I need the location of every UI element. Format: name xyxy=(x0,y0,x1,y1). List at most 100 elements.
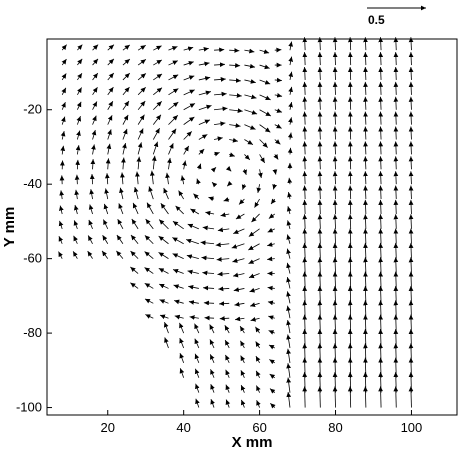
velocity-vector xyxy=(347,111,353,125)
velocity-vector xyxy=(104,173,110,185)
velocity-vector xyxy=(287,147,293,155)
velocity-vector xyxy=(187,269,199,275)
velocity-vector xyxy=(158,251,169,259)
velocity-vector xyxy=(209,339,215,349)
velocity-vector xyxy=(363,185,368,200)
velocity-vector xyxy=(267,242,275,247)
velocity-vector xyxy=(332,214,338,229)
velocity-vector xyxy=(234,301,245,307)
velocity-vector xyxy=(378,141,384,155)
velocity-vector xyxy=(332,185,338,200)
velocity-vector xyxy=(363,214,368,229)
velocity-vector xyxy=(198,134,208,140)
velocity-vector xyxy=(168,74,179,81)
velocity-vector xyxy=(286,377,292,393)
velocity-vector xyxy=(168,128,177,140)
x-tick-label: 80 xyxy=(328,420,342,435)
velocity-vector xyxy=(77,87,82,96)
velocity-vector xyxy=(104,188,109,200)
velocity-vector xyxy=(235,213,245,220)
velocity-vector xyxy=(73,204,79,215)
velocity-vector xyxy=(244,139,254,145)
velocity-vector xyxy=(363,386,368,408)
velocity-vector xyxy=(408,66,414,80)
velocity-vector xyxy=(202,270,215,276)
velocity-vector xyxy=(363,199,368,214)
velocity-vector xyxy=(393,257,399,274)
velocity-vector xyxy=(270,198,276,205)
velocity-vector xyxy=(144,251,154,259)
velocity-vector xyxy=(183,75,195,81)
velocity-vector xyxy=(286,248,291,259)
velocity-vector xyxy=(332,52,338,66)
velocity-vector xyxy=(183,131,193,140)
velocity-vector xyxy=(286,305,291,319)
velocity-vector xyxy=(363,81,368,95)
velocity-vector xyxy=(167,157,172,170)
velocity-vector xyxy=(202,225,215,231)
velocity-vector xyxy=(347,214,353,229)
velocity-vector xyxy=(347,242,353,259)
y-tick-label: -80 xyxy=(23,325,42,340)
velocity-vector xyxy=(198,90,211,96)
velocity-vector xyxy=(235,316,245,322)
velocity-vector xyxy=(187,223,200,230)
velocity-vector xyxy=(210,384,215,393)
velocity-vector xyxy=(408,242,414,259)
velocity-vector xyxy=(60,131,66,140)
velocity-vector xyxy=(269,388,276,394)
velocity-vector xyxy=(250,316,260,322)
velocity-vector xyxy=(198,119,211,125)
velocity-vector xyxy=(163,322,169,334)
velocity-vector xyxy=(378,257,384,274)
velocity-vector xyxy=(179,353,185,364)
velocity-vector xyxy=(238,198,245,205)
velocity-vector xyxy=(159,299,169,304)
velocity-vector xyxy=(76,116,82,125)
velocity-vector xyxy=(91,144,96,155)
velocity-vector xyxy=(92,44,99,51)
velocity-vector xyxy=(119,187,124,200)
velocity-vector xyxy=(347,199,353,214)
velocity-vector xyxy=(363,111,368,125)
velocity-vector xyxy=(158,267,169,274)
velocity-vector xyxy=(61,73,67,81)
velocity-vector xyxy=(272,169,278,175)
y-ticks: -20 -40 -60 -80 -100 xyxy=(16,102,52,415)
velocity-vector xyxy=(347,228,353,244)
velocity-vector xyxy=(273,154,279,160)
velocity-vector xyxy=(267,300,275,306)
velocity-vector xyxy=(332,386,338,408)
velocity-vector xyxy=(302,171,308,185)
velocity-vector xyxy=(249,302,260,308)
velocity-vector xyxy=(120,172,125,185)
velocity-vector xyxy=(179,337,185,349)
velocity-vector xyxy=(251,213,260,223)
velocity-vector xyxy=(137,142,143,155)
velocity-vector xyxy=(288,86,293,95)
velocity-vector xyxy=(182,160,187,170)
y-tick-label: -60 xyxy=(23,251,42,266)
velocity-vector xyxy=(268,330,275,335)
velocity-vector xyxy=(286,348,291,363)
velocity-vector xyxy=(122,128,128,140)
velocity-vector xyxy=(408,214,414,229)
velocity-vector xyxy=(224,339,230,349)
velocity-vector xyxy=(332,257,338,274)
velocity-vector xyxy=(118,203,124,215)
velocity-vector xyxy=(256,400,261,408)
velocity-vector xyxy=(165,172,170,185)
velocity-vector xyxy=(240,355,246,364)
velocity-vector xyxy=(130,282,139,289)
velocity-vector xyxy=(347,171,353,185)
velocity-vector xyxy=(408,185,414,200)
velocity-vector xyxy=(61,58,67,66)
velocity-vector xyxy=(213,106,228,112)
velocity-vector xyxy=(122,100,130,110)
velocity-vector xyxy=(198,46,209,52)
velocity-vector xyxy=(378,156,384,170)
velocity-vector xyxy=(302,111,308,125)
velocity-vector xyxy=(158,283,169,289)
velocity-vector xyxy=(268,315,275,320)
